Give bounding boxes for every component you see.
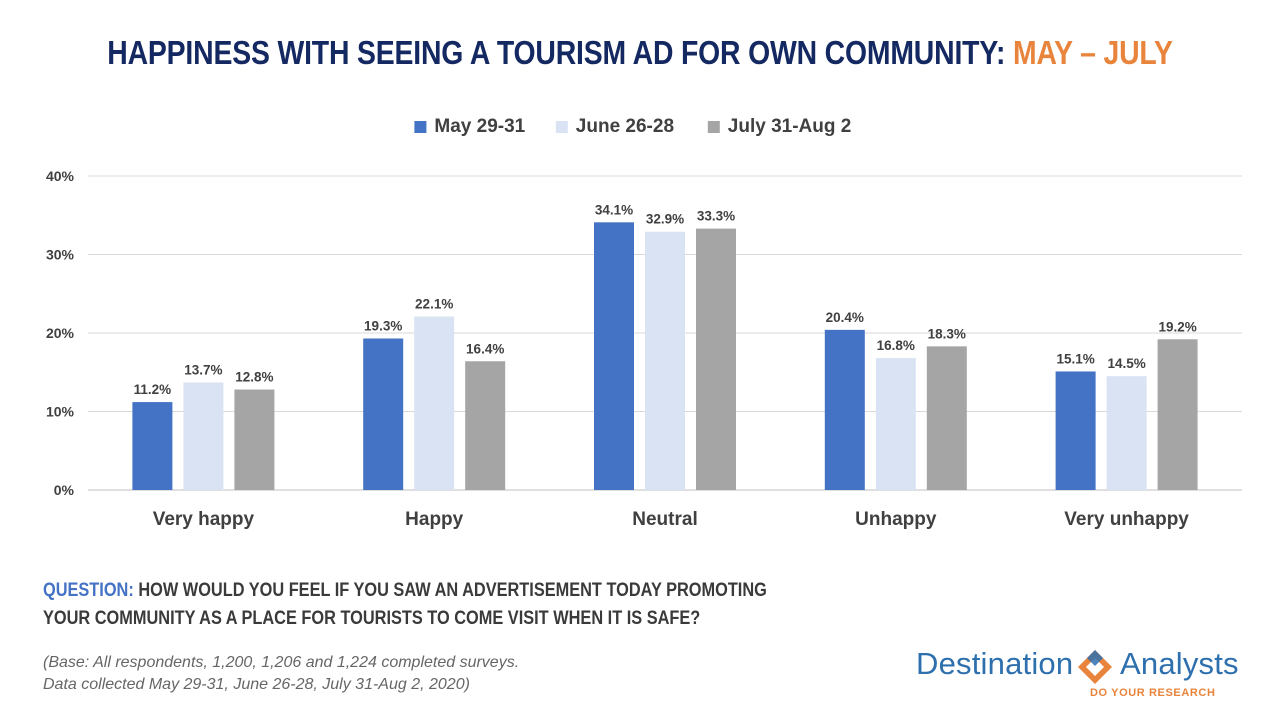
bar	[1055, 371, 1096, 490]
title-main: HAPPINESS WITH SEEING A TOURISM AD FOR O…	[107, 34, 1013, 71]
logo-word-analysts: Analysts	[1120, 646, 1239, 681]
data-label: 20.4%	[826, 310, 864, 325]
bar	[183, 382, 224, 490]
category-label: Very happy	[153, 509, 255, 530]
legend-swatch	[707, 121, 720, 133]
data-label: 12.8%	[235, 370, 273, 385]
bar	[234, 389, 275, 490]
question-label: QUESTION:	[43, 580, 134, 601]
base-note: (Base: All respondents, 1,200, 1,206 and…	[43, 652, 519, 696]
y-tick-label: 0%	[54, 482, 75, 498]
category-label: Unhappy	[855, 509, 937, 530]
bar	[594, 222, 634, 490]
bar	[696, 228, 736, 490]
y-tick-label: 10%	[46, 404, 75, 420]
data-label: 34.1%	[595, 202, 633, 217]
data-label: 33.3%	[697, 209, 735, 224]
bar	[132, 402, 173, 490]
question-text: QUESTION: HOW WOULD YOU FEEL IF YOU SAW …	[43, 577, 817, 633]
logo-word-destination: Destination	[916, 646, 1074, 681]
data-label: 32.9%	[646, 212, 684, 227]
data-label: 19.3%	[364, 318, 402, 333]
bar	[1106, 376, 1147, 490]
category-label: Neutral	[632, 509, 697, 530]
base-note-line-1: (Base: All respondents, 1,200, 1,206 and…	[43, 654, 520, 671]
bar	[645, 231, 685, 491]
category-label: Very unhappy	[1064, 509, 1189, 530]
bar	[414, 316, 455, 490]
data-label: 14.5%	[1107, 356, 1145, 371]
logo-tagline: DO YOUR RESEARCH	[1090, 687, 1216, 699]
bar	[875, 358, 916, 490]
legend-swatch	[555, 121, 568, 133]
legend-swatch	[414, 121, 427, 133]
bar	[824, 329, 865, 490]
bar	[926, 346, 967, 490]
data-label: 16.4%	[466, 341, 504, 356]
base-note-line-2: Data collected May 29-31, June 26-28, Ju…	[43, 676, 470, 693]
bar-chart: 0% 10% 20% 30% 40% 11.2% 13.7% 12.8% Very happy 1…	[46, 116, 1242, 530]
question-line-1: HOW WOULD YOU FEEL IF YOU SAW AN ADVERTI…	[133, 580, 767, 601]
y-tick-label: 40%	[46, 168, 75, 184]
question-line-2: YOUR COMMUNITY AS A PLACE FOR TOURISTS T…	[43, 608, 701, 629]
data-label: 13.7%	[184, 362, 222, 377]
y-tick-label: 20%	[46, 325, 75, 341]
destination-analysts-logo: Destination Analysts DO YOUR RESEARCH	[914, 642, 1254, 704]
legend-label: June 26-28	[576, 116, 674, 137]
data-label: 11.2%	[134, 382, 172, 397]
title-highlight: MAY – JULY	[1012, 34, 1173, 71]
y-tick-label: 30%	[46, 247, 75, 263]
data-label: 16.8%	[877, 338, 915, 353]
legend-label: May 29-31	[434, 116, 525, 137]
data-label: 15.1%	[1056, 351, 1094, 366]
bar	[363, 338, 404, 490]
bar	[1157, 339, 1198, 490]
bar	[465, 361, 506, 490]
page-title: HAPPINESS WITH SEEING A TOURISM AD FOR O…	[90, 34, 1191, 72]
data-label: 19.2%	[1158, 319, 1196, 334]
category-label: Happy	[405, 509, 464, 530]
data-label: 18.3%	[928, 326, 966, 341]
data-label: 22.1%	[415, 297, 453, 312]
logo-diamond-icon	[1078, 650, 1112, 684]
legend-label: July 31-Aug 2	[728, 116, 852, 137]
